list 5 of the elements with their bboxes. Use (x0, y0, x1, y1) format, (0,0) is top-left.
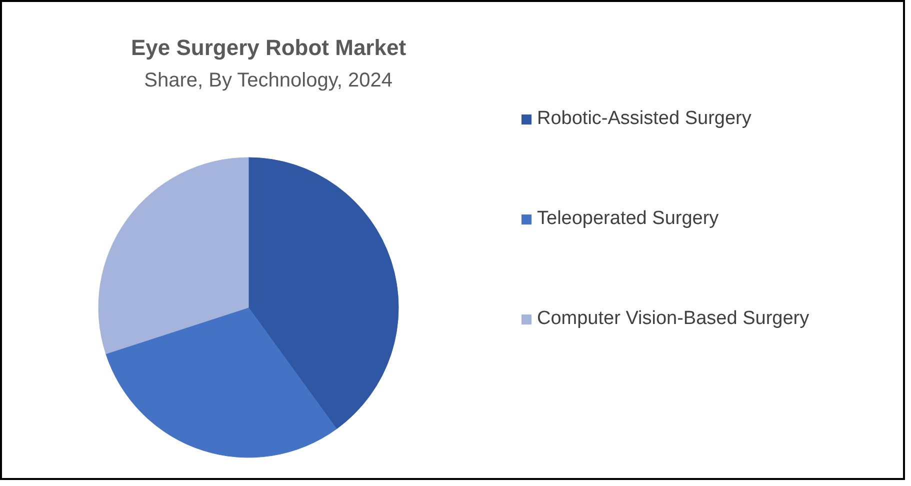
chart-title: Eye Surgery Robot Market (130, 35, 407, 60)
legend-label: Teleoperated Surgery (537, 208, 719, 230)
chart-subtitle: Share, By Technology, 2024 (144, 70, 392, 92)
legend-label: Robotic-Assisted Surgery (537, 108, 752, 130)
legend-label: Computer Vision-Based Surgery (537, 308, 810, 330)
